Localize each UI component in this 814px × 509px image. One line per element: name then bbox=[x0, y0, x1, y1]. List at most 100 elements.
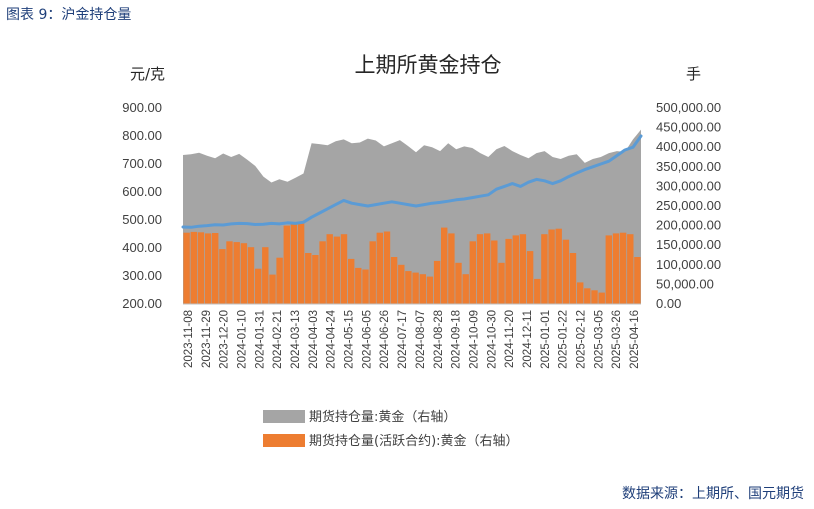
active-contract-bar bbox=[526, 251, 534, 304]
gold-price-polyline bbox=[181, 134, 643, 229]
active-contract-bar bbox=[348, 258, 355, 304]
right-tick-label: 400,000.00 bbox=[656, 139, 721, 154]
right-tick-label: 200,000.00 bbox=[656, 218, 721, 233]
active-contract-bar bbox=[240, 243, 248, 304]
active-contract-bar bbox=[204, 233, 212, 304]
right-tick-label: 150,000.00 bbox=[656, 237, 721, 252]
right-tick-label: 300,000.00 bbox=[656, 178, 721, 193]
legend-label-total: 期货持仓量:黄金（右轴） bbox=[309, 409, 456, 425]
active-contract-bar bbox=[226, 241, 233, 304]
active-contract-bar bbox=[312, 255, 319, 304]
active-contract-bar bbox=[612, 233, 620, 304]
active-contract-bar bbox=[183, 232, 190, 304]
active-contract-bar bbox=[405, 271, 412, 304]
legend: 期货持仓量:黄金（右轴） 期货持仓量(活跃合约):黄金（右轴） bbox=[263, 409, 519, 449]
active-contract-bar bbox=[333, 236, 341, 304]
active-contract-bar bbox=[519, 234, 527, 304]
right-tick-label: 250,000.00 bbox=[656, 198, 721, 213]
active-contract-bar bbox=[255, 268, 262, 304]
active-contract-bar bbox=[269, 274, 276, 304]
x-tick-label: 2025-01-01 bbox=[540, 310, 552, 369]
active-contract-bar bbox=[419, 274, 426, 304]
active-contract-bar bbox=[290, 222, 298, 304]
active-contract-bar bbox=[512, 235, 519, 304]
active-contract-bar bbox=[577, 282, 584, 304]
right-axis-ticks: 500,000.00 450,000.00 400,000.00 350,000.00… bbox=[656, 100, 721, 311]
left-axis-unit: 元/克 bbox=[130, 65, 165, 83]
active-contract-bar bbox=[190, 231, 197, 304]
active-contract-bar bbox=[433, 260, 441, 304]
x-tick-label: 2025-01-22 bbox=[558, 310, 570, 369]
active-contract-bar bbox=[441, 227, 448, 304]
left-tick-label: 300.00 bbox=[122, 268, 162, 283]
x-tick-label: 2024-08-07 bbox=[415, 310, 427, 369]
active-contract-bar bbox=[476, 234, 484, 304]
active-contract-bar bbox=[219, 249, 226, 304]
chart-title: 上期所黄金持仓 bbox=[355, 53, 502, 77]
figure-label: 图表 9：沪金持仓量 bbox=[6, 7, 132, 23]
active-contract-bar bbox=[355, 267, 362, 304]
active-contract-bar bbox=[555, 228, 562, 304]
x-tick-label: 2025-03-05 bbox=[593, 310, 605, 369]
left-tick-label: 700.00 bbox=[122, 156, 162, 171]
active-contract-bar bbox=[340, 234, 348, 304]
legend-label-active: 期货持仓量(活跃合约):黄金（右轴） bbox=[309, 433, 519, 449]
active-contract-bar bbox=[262, 247, 269, 304]
x-tick-label: 2024-04-24 bbox=[326, 309, 338, 368]
active-contract-bar bbox=[534, 278, 541, 304]
active-contract-bar bbox=[584, 288, 591, 304]
right-tick-label: 0.00 bbox=[656, 296, 681, 311]
gold-price-line bbox=[181, 134, 643, 229]
active-contract-bar bbox=[627, 234, 634, 304]
active-contract-bar bbox=[297, 223, 305, 304]
active-contract-bar bbox=[283, 225, 290, 304]
active-contract-bar bbox=[619, 232, 627, 304]
x-tick-label: 2025-03-26 bbox=[611, 310, 623, 369]
active-contract-bar bbox=[247, 247, 255, 304]
active-contract-bar bbox=[591, 290, 598, 304]
x-tick-label: 2024-03-13 bbox=[290, 310, 302, 369]
active-contract-bar bbox=[548, 229, 555, 304]
x-tick-label: 2023-12-20 bbox=[219, 310, 231, 369]
active-contract-bars bbox=[183, 222, 641, 304]
source-note: 数据来源：上期所、国元期货 bbox=[622, 486, 804, 502]
right-tick-label: 500,000.00 bbox=[656, 100, 721, 115]
right-tick-label: 100,000.00 bbox=[656, 257, 721, 272]
x-tick-label: 2024-06-26 bbox=[379, 310, 391, 369]
x-tick-label: 2024-08-28 bbox=[433, 310, 445, 369]
right-tick-label: 350,000.00 bbox=[656, 159, 721, 174]
active-contract-bar bbox=[598, 292, 605, 304]
x-tick-label: 2024-06-05 bbox=[361, 310, 373, 369]
x-axis-ticks: 2023-11-08 2023-11-29 2023-12-20 2024-01-10… bbox=[183, 309, 641, 368]
active-contract-bar bbox=[376, 232, 383, 304]
active-contract-bar bbox=[541, 234, 548, 304]
left-tick-label: 800.00 bbox=[122, 128, 162, 143]
left-tick-label: 900.00 bbox=[122, 100, 162, 115]
active-contract-bar bbox=[562, 239, 570, 304]
active-contract-bar bbox=[469, 241, 476, 304]
active-contract-bar bbox=[634, 257, 641, 304]
x-tick-label: 2024-10-09 bbox=[468, 310, 480, 369]
x-tick-label: 2024-01-10 bbox=[237, 310, 249, 369]
active-contract-bar bbox=[276, 257, 283, 304]
left-tick-label: 200.00 bbox=[122, 296, 162, 311]
left-axis-ticks: 900.00 800.00 700.00 600.00 500.00 400.00 300.… bbox=[122, 100, 162, 311]
active-contract-bar bbox=[426, 276, 434, 304]
active-contract-bar bbox=[212, 233, 219, 304]
active-contract-bar bbox=[326, 234, 333, 304]
total-open-interest-area-path bbox=[183, 129, 641, 304]
x-tick-label: 2025-02-12 bbox=[576, 310, 588, 369]
x-tick-label: 2024-01-31 bbox=[254, 310, 266, 369]
active-contract-bar bbox=[498, 262, 505, 304]
active-contract-bar bbox=[319, 241, 326, 304]
active-contract-bar bbox=[383, 231, 391, 304]
active-contract-bar bbox=[462, 274, 469, 304]
x-tick-label: 2024-07-17 bbox=[397, 310, 409, 369]
legend-swatch-active bbox=[263, 434, 305, 447]
x-tick-label: 2024-12-11 bbox=[522, 310, 534, 368]
active-contract-bar bbox=[455, 262, 462, 304]
right-axis-unit: 手 bbox=[686, 65, 701, 83]
active-contract-bar bbox=[505, 238, 512, 304]
active-contract-bar bbox=[491, 240, 498, 304]
active-contract-bar bbox=[362, 269, 369, 304]
